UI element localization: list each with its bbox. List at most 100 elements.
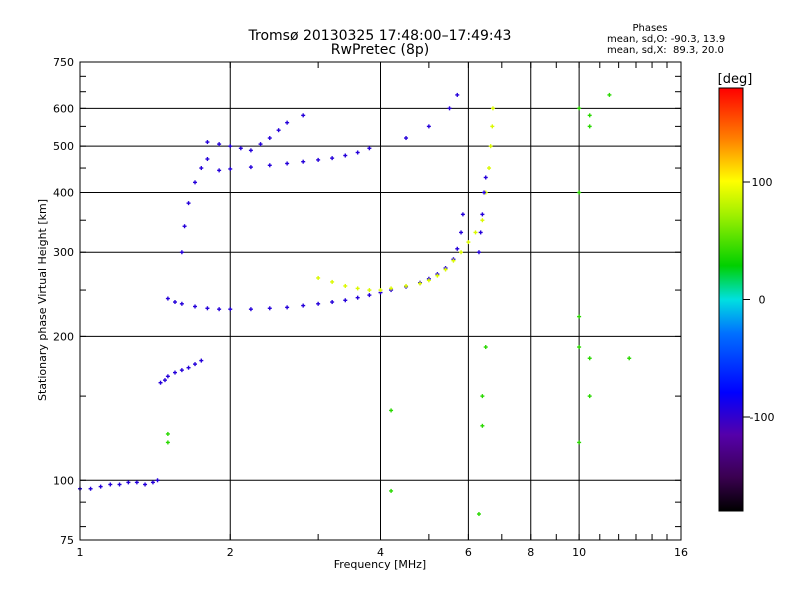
data-point (150, 480, 155, 485)
data-point (134, 480, 139, 485)
data-point (182, 224, 187, 229)
x-tick-label: 16 (674, 546, 688, 559)
data-point (316, 275, 321, 280)
y-tick-label: 100 (53, 474, 74, 487)
data-point (193, 362, 198, 367)
data-point (205, 306, 210, 311)
data-point (478, 230, 483, 235)
data-point (258, 142, 263, 147)
data-point (217, 307, 222, 312)
data-point (205, 157, 210, 162)
data-point (483, 345, 488, 350)
data-point (476, 250, 481, 255)
data-point (483, 175, 488, 180)
data-point (455, 92, 460, 97)
data-point (301, 113, 306, 118)
data-point (165, 440, 170, 445)
data-point (186, 201, 191, 206)
data-point (199, 358, 204, 363)
data-point (587, 124, 592, 129)
data-point (473, 230, 478, 235)
data-point (285, 120, 290, 125)
data-point (165, 431, 170, 436)
data-point (172, 300, 177, 305)
data-point (435, 273, 440, 278)
x-tick-label: 1 (77, 546, 84, 559)
grid (80, 62, 681, 540)
data-point (355, 150, 360, 155)
data-point (480, 423, 485, 428)
data-point (285, 161, 290, 166)
data-point (143, 482, 148, 487)
data-point (480, 218, 485, 223)
data-point (459, 250, 464, 255)
data-point (267, 306, 272, 311)
data-point (490, 124, 495, 129)
data-point (117, 482, 122, 487)
data-point (186, 365, 191, 370)
data-point (267, 136, 272, 141)
data-point (466, 240, 471, 245)
data-points (78, 92, 632, 517)
data-point (367, 146, 372, 151)
data-point (199, 166, 204, 171)
data-point (238, 146, 243, 151)
data-point (343, 283, 348, 288)
data-point (367, 293, 372, 298)
data-point (179, 368, 184, 373)
chart-title: Tromsø 20130325 17:48:00–17:49:43 (248, 28, 512, 44)
data-point (404, 283, 409, 288)
data-point (316, 157, 321, 162)
data-point (98, 484, 103, 489)
colorbar-tick-label: 0 (759, 294, 766, 307)
data-point (343, 298, 348, 303)
data-point (627, 356, 632, 361)
x-axis-label: Frequency [MHz] (334, 558, 426, 571)
data-point (276, 128, 281, 133)
y-tick-label: 600 (53, 102, 74, 115)
data-point (205, 140, 210, 145)
data-point (228, 307, 233, 312)
x-tick-label: 8 (527, 546, 534, 559)
data-point (330, 279, 335, 284)
y-tick-label: 300 (53, 246, 74, 259)
data-point (480, 212, 485, 217)
y-tick-label: 200 (53, 330, 74, 343)
data-point (301, 303, 306, 308)
colorbar (718, 87, 744, 512)
data-point (577, 440, 582, 445)
data-point (330, 156, 335, 161)
data-point (355, 295, 360, 300)
x-tick-label: 4 (377, 546, 384, 559)
data-point (108, 482, 113, 487)
data-point (355, 286, 360, 291)
x-axis-ticks: 1 2 4 6 8 10 16 (77, 62, 688, 559)
y-axis-label: Stationary phase Virtual Height [km] (36, 199, 49, 401)
data-point (389, 286, 394, 291)
data-point (447, 106, 452, 111)
data-point (367, 288, 372, 293)
data-point (267, 163, 272, 168)
data-point (443, 267, 448, 272)
y-tick-label: 500 (53, 140, 74, 153)
colorbar-tick-label: 100 (752, 176, 773, 189)
data-point (389, 488, 394, 493)
data-point (248, 165, 253, 170)
y-axis-ticks: 75 100 200 300 400 500 600 750 (53, 56, 681, 547)
y-tick-label: 750 (53, 56, 74, 69)
data-point (426, 124, 431, 129)
data-point (316, 301, 321, 306)
data-point (404, 136, 409, 141)
stats-line-x: mean, sd,X: 89.3, 20.0 (607, 45, 724, 56)
data-point (228, 144, 233, 149)
y-tick-label: 75 (60, 534, 74, 547)
data-point (482, 190, 487, 195)
data-point (451, 258, 456, 263)
data-point (285, 305, 290, 310)
colorbar-label: [deg] (718, 72, 753, 87)
data-point (330, 300, 335, 305)
x-tick-label: 10 (572, 546, 586, 559)
data-point (172, 370, 177, 375)
data-point (480, 394, 485, 399)
